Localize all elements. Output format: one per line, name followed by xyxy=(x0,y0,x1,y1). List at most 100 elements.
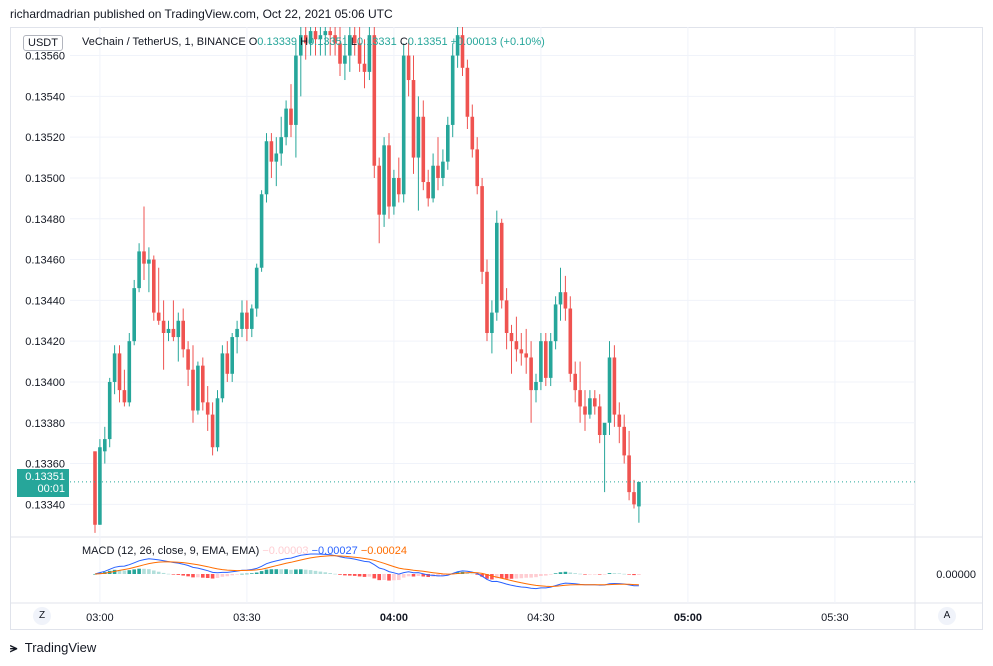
candle-body xyxy=(593,398,597,407)
zoom-button[interactable]: Z xyxy=(33,607,51,625)
candle-group xyxy=(93,27,641,533)
candle-body xyxy=(504,300,509,333)
time-tick-label: 05:00 xyxy=(674,612,702,624)
macd-hist-bar xyxy=(201,574,205,578)
candle-body xyxy=(431,165,435,199)
candle-body xyxy=(475,149,479,187)
candle-body xyxy=(480,186,484,272)
candle-body xyxy=(602,422,607,435)
candle-body xyxy=(264,141,269,195)
macd-hist-bar xyxy=(303,569,308,574)
candle-body xyxy=(617,414,622,427)
footer: ⪫ TradingView xyxy=(10,640,96,656)
macd-hist-bar xyxy=(245,573,249,575)
candle-body xyxy=(534,381,538,391)
time-tick-label: 05:30 xyxy=(821,612,849,624)
publish-info: richardmadrian published on TradingView.… xyxy=(10,7,393,21)
macd-hist-bar xyxy=(470,573,475,575)
macd-hist-bar xyxy=(568,572,573,574)
macd-hist-bar xyxy=(289,569,293,574)
candle-body xyxy=(254,267,259,309)
candle-body xyxy=(612,357,617,415)
macd-hist-bar xyxy=(279,569,283,574)
chart-canvas[interactable]: 0.13340 0.13360 0.13380 0.13400 0.13420 0.134… xyxy=(10,27,983,630)
candle-body xyxy=(519,349,524,354)
time-axis[interactable]: 03:00 03:30 04:00 04:30 05:00 05:30 xyxy=(86,612,849,624)
candle-body xyxy=(499,222,504,301)
candle-body xyxy=(127,341,132,403)
candle-body xyxy=(166,328,171,333)
candle-body xyxy=(299,35,303,56)
macd-hist-bar xyxy=(617,573,622,574)
macd-hist-bar xyxy=(436,574,440,577)
macd-hist-bar xyxy=(274,569,279,574)
macd-indicator-name[interactable]: MACD (12, 26, close, 9, EMA, EMA) xyxy=(82,545,260,557)
macd-hist-bar xyxy=(343,574,347,576)
candle-body xyxy=(627,455,631,493)
macd-hist-bar xyxy=(147,569,151,574)
time-tick-label: 03:30 xyxy=(233,612,261,624)
macd-hist-bar xyxy=(338,574,342,575)
macd-hist-bar xyxy=(490,574,494,580)
candle-body xyxy=(367,35,372,72)
candle-body xyxy=(348,35,352,56)
macd-hist-bar xyxy=(132,569,136,574)
macd-hist-bar xyxy=(240,573,244,575)
macd-hist-bar xyxy=(504,574,509,579)
candle-body xyxy=(294,55,298,125)
price-tick-label: 0.13460 xyxy=(25,255,65,267)
candle-body xyxy=(401,55,406,195)
candle-body xyxy=(284,108,288,138)
candle-body xyxy=(328,31,332,36)
macd-hist-value: −0.00003 xyxy=(262,545,309,557)
candle-body xyxy=(411,80,416,158)
candle-body xyxy=(289,108,293,125)
macd-hist-bar xyxy=(357,574,362,577)
macd-hist-bar xyxy=(607,573,612,574)
candle-body xyxy=(112,353,117,382)
macd-hist-bar xyxy=(597,574,602,575)
candle-body xyxy=(406,55,411,81)
price-tick-label: 0.13440 xyxy=(25,295,65,307)
candle-body xyxy=(446,124,450,162)
grid xyxy=(10,27,983,630)
candle-body xyxy=(421,116,426,183)
candle-body xyxy=(460,35,465,68)
candle-body xyxy=(357,43,362,64)
macd-line xyxy=(94,553,639,590)
macd-hist-bar xyxy=(499,574,504,579)
price-tick-label: 0.13500 xyxy=(25,173,65,185)
candle-body xyxy=(132,288,136,342)
macd-hist-bar xyxy=(524,574,528,578)
symbol-name[interactable]: VeChain / TetherUS, 1, BINANCE xyxy=(82,36,246,48)
symbol-legend: VeChain / TetherUS, 1, BINANCE O0.13339 … xyxy=(82,36,545,48)
candle-body xyxy=(470,116,475,150)
candle-body xyxy=(416,116,421,158)
price-axis[interactable]: 0.13340 0.13360 0.13380 0.13400 0.13420 0.134… xyxy=(25,51,65,512)
candle-body xyxy=(597,406,602,435)
candle-body xyxy=(235,328,239,338)
candle-body xyxy=(318,35,323,40)
candle-body xyxy=(98,447,102,525)
last-price-label: 0.13351 00:01 xyxy=(17,469,69,497)
signal-line xyxy=(94,555,639,588)
candle-body xyxy=(308,31,313,44)
candle-body xyxy=(147,259,151,264)
candle-body xyxy=(539,341,543,382)
candle-body xyxy=(156,312,161,321)
candle-body xyxy=(436,165,440,178)
macd-hist-bar xyxy=(235,574,239,575)
candle-body xyxy=(220,353,225,399)
candle-body xyxy=(269,141,274,162)
macd-hist-bar xyxy=(382,574,386,580)
candle-body xyxy=(514,341,519,350)
macd-hist-bar xyxy=(548,574,553,575)
candle-body xyxy=(490,312,494,333)
candle-body xyxy=(117,353,122,391)
currency-badge[interactable]: USDT xyxy=(23,35,63,51)
candle-body xyxy=(274,153,279,162)
auto-scale-button[interactable]: A xyxy=(938,607,956,625)
macd-hist-bar xyxy=(475,574,479,575)
candle-body xyxy=(240,312,244,329)
bar-countdown: 00:01 xyxy=(37,483,65,495)
